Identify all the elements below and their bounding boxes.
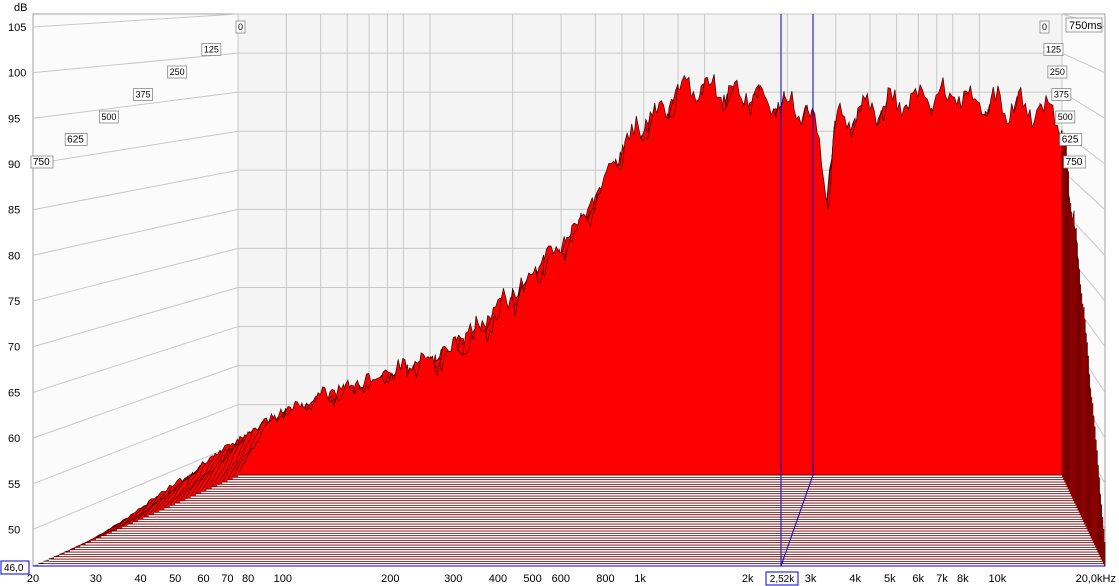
x-end-label: 20,0kHz (1076, 573, 1116, 585)
x-tick-label: 100 (274, 573, 292, 585)
x-tick-label: 10k (989, 573, 1007, 585)
time-tick-right-text: 0 (1042, 22, 1047, 32)
y-tick-label: 105 (8, 22, 26, 34)
time-tick-left-text: 375 (136, 90, 151, 100)
time-tick-right (1063, 155, 1087, 169)
time-corner-box (1065, 17, 1103, 33)
time-tick-left-text: 750 (33, 157, 50, 168)
cursor-readout-text: 2,52k (770, 574, 795, 585)
x-tick-label: 4k (849, 573, 861, 585)
x-tick-label: 400 (489, 573, 507, 585)
time-tick-left (201, 43, 222, 56)
x-tick-label: 300 (444, 573, 462, 585)
x-tick-label: 7k (936, 573, 948, 585)
time-tick-left (30, 155, 54, 169)
y-tick-label: 80 (8, 250, 20, 262)
time-tick-left (235, 20, 246, 34)
y-tick-label: 55 (8, 479, 20, 491)
time-tick-left-text: 625 (67, 135, 84, 146)
time-tick-right (1059, 133, 1083, 146)
x-tick-label: 5k (884, 573, 896, 585)
time-tick-right (1055, 110, 1076, 124)
x-tick-label: 1k (634, 573, 646, 585)
y-unit-label: dB (14, 2, 27, 14)
time-tick-right (1043, 43, 1064, 56)
y-tick-label: 90 (8, 159, 20, 171)
time-tick-right (1051, 88, 1072, 101)
y-tick-label: 100 (8, 68, 26, 80)
y-floor-readout-text: 46,0 (4, 563, 24, 574)
x-tick-label: 600 (552, 573, 570, 585)
time-tick-left (133, 88, 153, 101)
y-tick-label: 75 (8, 296, 20, 308)
time-corner-label: 750ms (1069, 20, 1103, 32)
y-tick-label: 85 (8, 205, 20, 217)
time-tick-right (1047, 65, 1068, 79)
time-tick-left-text: 250 (170, 67, 185, 77)
x-tick-label: 80 (242, 573, 254, 585)
time-tick-right-text: 625 (1062, 135, 1079, 146)
time-tick-left-text: 0 (238, 22, 243, 32)
time-tick-left (64, 133, 88, 146)
y-tick-label: 65 (8, 387, 20, 399)
y-tick-label: 50 (8, 524, 20, 536)
x-tick-label: 70 (221, 573, 233, 585)
time-tick-right-text: 500 (1058, 112, 1073, 122)
x-tick-label: 2k (742, 573, 754, 585)
x-tick-label: 8k (957, 573, 969, 585)
waterfall-slice (237, 74, 1063, 476)
y-floor-readout[interactable] (0, 560, 30, 575)
x-tick-label: 40 (134, 573, 146, 585)
time-tick-left (167, 65, 188, 79)
y-tick-label: 95 (8, 113, 20, 125)
cursor-depth-line (780, 474, 814, 567)
time-tick-right-text: 125 (1046, 45, 1061, 55)
time-tick-left (98, 110, 119, 124)
y-tick-label: 70 (8, 342, 20, 354)
time-tick-left-text: 125 (204, 45, 219, 55)
y-tick-label: 60 (8, 433, 20, 445)
x-tick-label: 6k (912, 573, 924, 585)
x-tick-label: 30 (90, 573, 102, 585)
waterfall-slices (32, 74, 1106, 568)
time-tick-right-text: 750 (1066, 157, 1083, 168)
x-tick-label: 60 (197, 573, 209, 585)
time-tick-left-text: 500 (101, 112, 116, 122)
cursor-readout[interactable] (765, 571, 799, 586)
x-tick-label: 50 (169, 573, 181, 585)
x-tick-label: 800 (596, 573, 614, 585)
x-tick-label: 200 (381, 573, 399, 585)
time-tick-right-text: 250 (1050, 67, 1065, 77)
frequency-cursor[interactable] (33, 14, 1105, 567)
time-tick-right (1039, 20, 1050, 34)
x-tick-label: 20 (27, 573, 39, 585)
x-tick-label: 3k (805, 573, 817, 585)
time-tick-right-text: 375 (1054, 90, 1069, 100)
x-tick-label: 500 (523, 573, 541, 585)
